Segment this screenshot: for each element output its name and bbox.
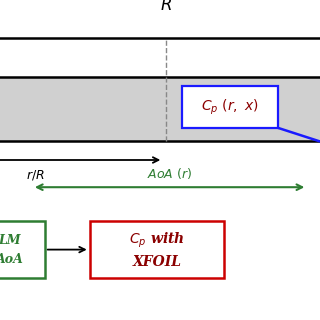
Bar: [90, 221, 224, 278]
Text: $C_p\ (r,\ x)$: $C_p\ (r,\ x)$: [202, 98, 259, 117]
Text: AoA: AoA: [0, 253, 24, 266]
Bar: [0, 221, 45, 278]
Text: LM: LM: [0, 234, 21, 246]
Text: $AoA\ (r)$: $AoA\ (r)$: [147, 166, 192, 181]
Text: $R$: $R$: [160, 0, 172, 14]
Bar: [182, 86, 278, 128]
Bar: [0, 77, 320, 141]
Text: $r/R$: $r/R$: [26, 168, 44, 182]
Text: XFOIL: XFOIL: [132, 255, 181, 269]
Text: $C_p$ with: $C_p$ with: [129, 230, 185, 250]
